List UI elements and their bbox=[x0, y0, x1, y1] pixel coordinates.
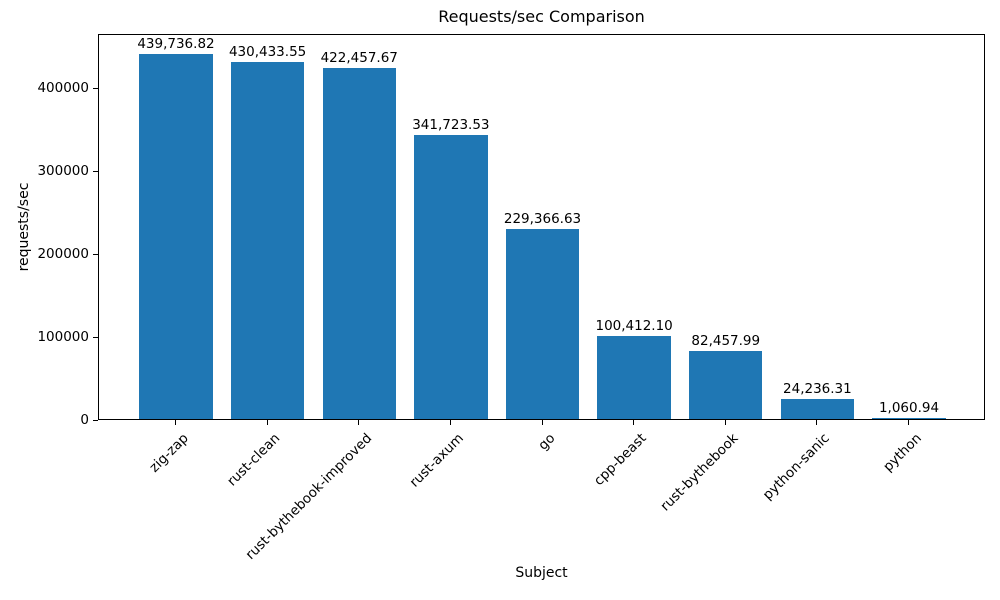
y-tick-label: 300000 bbox=[37, 162, 89, 179]
x-tick-label: go bbox=[534, 430, 559, 454]
bar-value-label: 341,723.53 bbox=[412, 117, 490, 134]
y-tick-label: 0 bbox=[80, 412, 89, 428]
y-tick-mark bbox=[93, 336, 98, 338]
x-tick-mark bbox=[449, 420, 451, 425]
bar-python-sanic bbox=[780, 398, 855, 419]
plot-area: 439,736.82 430,433.55 422,457.67 341,723.53… bbox=[98, 34, 985, 420]
y-tick-label: 400000 bbox=[37, 79, 89, 96]
x-tick-label: rust-axum bbox=[406, 430, 467, 491]
bar-value-label: 422,457.67 bbox=[320, 50, 398, 67]
bar-go bbox=[505, 228, 580, 419]
bar-python bbox=[872, 418, 946, 419]
x-tick-mark bbox=[816, 420, 818, 425]
bar-rust-axum bbox=[414, 135, 488, 419]
x-tick-label: zig-zap bbox=[146, 430, 192, 476]
x-tick-label: python-sanic bbox=[760, 430, 833, 504]
bar-cpp-beast bbox=[597, 335, 671, 419]
y-tick-mark bbox=[93, 253, 98, 255]
bar-rust-bythebook bbox=[689, 350, 763, 419]
bar-value-label: 229,366.63 bbox=[503, 210, 582, 227]
x-axis-label: Subject bbox=[515, 565, 568, 581]
x-tick-label: rust-clean bbox=[224, 430, 284, 490]
bar-zig-zap bbox=[139, 53, 213, 419]
x-tick-label: rust-bythebook bbox=[657, 430, 742, 515]
chart-title: Requests/sec Comparison bbox=[438, 7, 645, 26]
x-tick-mark bbox=[266, 420, 268, 425]
y-tick-mark bbox=[93, 170, 98, 172]
x-tick-label: python bbox=[879, 430, 925, 476]
bar-value-label: 82,457.99 bbox=[691, 332, 761, 349]
x-tick-mark bbox=[908, 420, 910, 425]
x-tick-label: cpp-beast bbox=[591, 430, 650, 489]
bar-value-label: 439,736.82 bbox=[137, 35, 215, 52]
bar-rust-clean bbox=[230, 61, 305, 419]
x-tick-mark bbox=[174, 420, 176, 425]
x-tick-mark bbox=[633, 420, 635, 425]
bar-value-label: 1,060.94 bbox=[878, 400, 940, 417]
bar-value-label: 430,433.55 bbox=[228, 43, 307, 60]
bar-value-label: 100,412.10 bbox=[595, 317, 673, 334]
y-tick-mark bbox=[93, 420, 98, 421]
y-tick-mark bbox=[93, 87, 98, 89]
x-tick-mark bbox=[724, 420, 726, 425]
y-tick-label: 200000 bbox=[37, 245, 89, 262]
x-tick-mark bbox=[541, 420, 543, 425]
y-tick-label: 100000 bbox=[37, 328, 89, 345]
x-tick-mark bbox=[358, 420, 360, 425]
bar-value-label: 24,236.31 bbox=[783, 380, 852, 397]
bar-rust-bythebook-improved bbox=[322, 68, 396, 419]
